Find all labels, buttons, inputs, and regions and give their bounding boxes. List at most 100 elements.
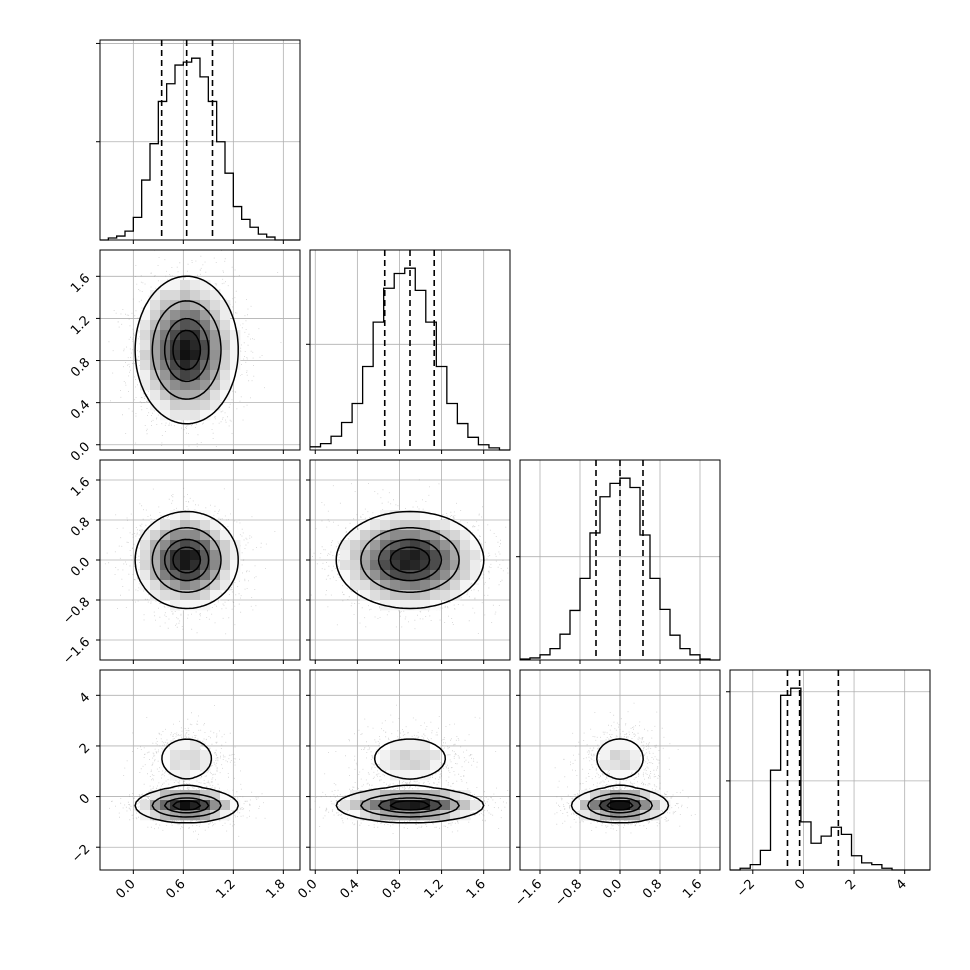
density-bin (370, 580, 381, 591)
density-bin (190, 370, 201, 381)
density-bin (590, 810, 601, 821)
density-bin (450, 520, 461, 531)
density-bin (420, 740, 431, 751)
density-bin (150, 560, 161, 571)
density-bin (410, 800, 421, 811)
pair-plot-area (310, 460, 510, 660)
density-bin (650, 800, 661, 811)
pair-frame (99, 669, 301, 871)
density-bin (440, 520, 451, 531)
density-bin (470, 570, 481, 581)
x-tick-label: 0.0 (295, 877, 320, 902)
density-bin (200, 520, 211, 531)
density-bin (420, 590, 431, 601)
density-bin (140, 560, 151, 571)
density-bin (430, 520, 441, 531)
density-bin (200, 590, 211, 601)
density-bin (190, 570, 201, 581)
density-bin (170, 350, 181, 361)
density-bin (210, 330, 221, 341)
density-bin (600, 740, 611, 751)
density-bin (410, 590, 421, 601)
density-bin (180, 280, 191, 291)
density-bin (420, 510, 431, 521)
density-bin (400, 810, 411, 821)
x-tick-label: 1.2 (213, 877, 238, 902)
density-bin (170, 510, 181, 521)
density-bin (210, 380, 221, 391)
density-bin (170, 290, 181, 301)
density-bin (400, 760, 411, 771)
contour-level-3 (389, 800, 431, 811)
density-bin (360, 530, 371, 541)
hist-step-3 (730, 687, 930, 871)
density-bin (170, 580, 181, 591)
pair-panel-2-3 (519, 669, 721, 871)
density-bin (210, 540, 221, 551)
contour-level-2 (163, 317, 210, 383)
density-bin (200, 330, 211, 341)
density-bin (160, 410, 171, 421)
density-bin (360, 590, 371, 601)
density-bin (390, 520, 401, 531)
density-bin (210, 400, 221, 411)
density-bin (190, 290, 201, 301)
x-tick-label: 0.0 (113, 877, 138, 902)
density-bin (610, 760, 621, 771)
density-bin (160, 390, 171, 401)
density-bin (200, 760, 211, 771)
density-bin (160, 290, 171, 301)
density-bin (340, 800, 351, 811)
x-tick-label: 1.2 (422, 877, 447, 902)
contour-level-1 (151, 300, 222, 400)
density-bin (360, 570, 371, 581)
density-bin (220, 340, 231, 351)
density-bin (390, 810, 401, 821)
density-bin (360, 580, 371, 591)
hist-frame-1 (309, 249, 511, 451)
x-tick-label: 1.6 (680, 877, 705, 902)
density-bin (180, 320, 191, 331)
density-bin (220, 380, 231, 391)
density-bin (220, 370, 231, 381)
density-bin (450, 790, 461, 801)
density-bin (430, 580, 441, 591)
density-bin (420, 570, 431, 581)
density-bin (610, 790, 621, 801)
density-bin (420, 760, 431, 771)
density-bin (150, 580, 161, 591)
density-bin (190, 810, 201, 821)
density-bin (460, 530, 471, 541)
contour-level-2 (377, 538, 443, 582)
density-bin (200, 540, 211, 551)
density-bin (440, 540, 451, 551)
contour-level-2 (377, 797, 443, 814)
density-bin (150, 370, 161, 381)
density-bin (160, 760, 171, 771)
y-tick-label: 0.0 (68, 555, 93, 580)
contour-level-0 (335, 510, 485, 610)
density-bin (180, 300, 191, 311)
density-bin (590, 790, 601, 801)
pair-panel-0-1 (99, 249, 301, 451)
x-tick-label: 1.6 (464, 877, 489, 902)
density-bin (210, 550, 221, 561)
density-bin (220, 570, 231, 581)
density-bin (220, 810, 231, 821)
density-bin (450, 560, 461, 571)
y-tick-label: 4 (77, 690, 93, 706)
pair-panel-0-2 (99, 459, 301, 661)
contour-level-0 (134, 738, 239, 824)
density-bin (210, 370, 221, 381)
density-bin (160, 310, 171, 321)
density-bin (170, 300, 181, 311)
hist-frame-0 (99, 39, 301, 241)
density-bin (620, 790, 631, 801)
density-bin (400, 790, 411, 801)
contour-level-2 (163, 538, 210, 582)
density-bin (140, 580, 151, 591)
density-bin (380, 580, 391, 591)
density-bin (180, 760, 191, 771)
density-bin (150, 380, 161, 391)
density-bin (200, 550, 211, 561)
